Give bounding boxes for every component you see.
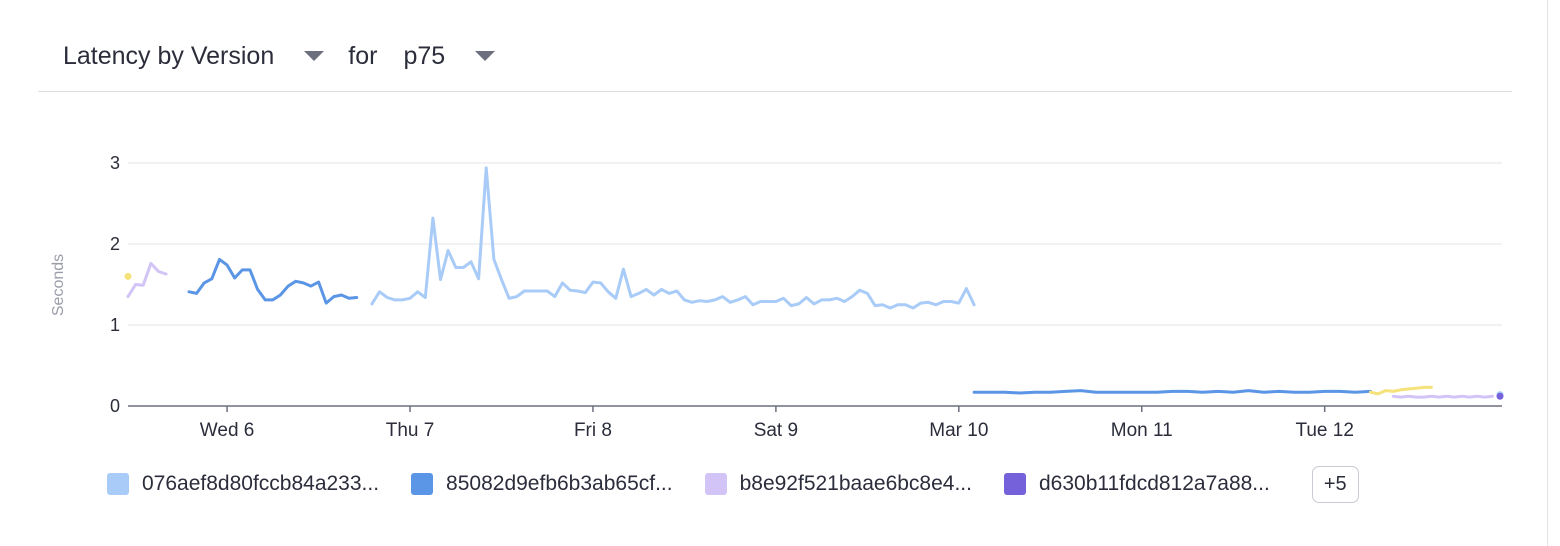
legend-swatch [1003,473,1026,495]
legend-item-series-3[interactable]: b8e92f521baae6bc8e4... [704,472,972,496]
series-line [1391,394,1494,399]
series-line [370,166,976,310]
x-tick-label: Sat 9 [754,420,798,441]
header-divider [38,91,1512,92]
for-label: for [348,41,378,70]
series-line [126,261,168,299]
series-point [1496,392,1504,400]
x-tick-label: Mar 10 [929,420,988,441]
x-tick-label: Tue 12 [1295,420,1353,441]
x-axis: Wed 6 Thu 7 Fri 8 Sat 9 Mar 10 Mon 11 Tue 12 [128,405,1502,441]
legend-more-button[interactable]: +5 [1311,465,1359,503]
legend-label: 85082d9efb6b3ab65cf... [446,472,673,495]
series-line [1368,385,1433,396]
legend-item-series-4[interactable]: d630b11fdcd812a7a88... [1003,472,1270,496]
y-axis-label: Seconds [50,254,67,316]
series-lines [124,166,1504,400]
y-tick-label: 2 [110,234,120,254]
latency-line-chart: 0 1 2 3 Wed 6 Thu 7 Fri 8 Sat 9 Mar 10 Mon 11 Tue… [50,153,1504,441]
legend-label: 076aef8d80fccb84a233... [142,472,380,495]
y-tick-label: 3 [110,153,120,173]
percentile-dropdown-caret-icon[interactable] [475,51,496,61]
series-4 [1496,392,1504,400]
y-tick-label: 0 [110,396,120,416]
metric-dropdown-caret-icon[interactable] [304,51,325,61]
x-tick-label: Mon 11 [1111,420,1173,441]
series-line [972,389,1372,395]
legend-swatch [411,473,434,495]
series-line [187,257,359,305]
y-axis-ticks: 0 1 2 3 [110,153,120,416]
legend-label: b8e92f521baae6bc8e4... [739,472,972,495]
metric-selector-label[interactable]: Latency by Version [63,41,275,70]
panel-divider [1547,0,1548,546]
gridlines [128,162,1502,326]
y-tick-label: 1 [110,315,120,335]
x-tick-label: Wed 6 [200,420,255,441]
percentile-selector-label[interactable]: p75 [403,41,446,70]
series-3 [126,261,1494,399]
x-tick-label: Thu 7 [386,420,435,441]
legend-item-series-1[interactable]: 076aef8d80fccb84a233... [107,472,379,496]
series-point [124,272,132,280]
legend-item-series-2[interactable]: 85082d9efb6b3ab65cf... [411,472,673,496]
series-1 [370,166,1504,399]
chart-legend: 076aef8d80fccb84a233... 85082d9efb6b3ab6… [107,462,1359,506]
chart-header: Latency by Version for p75 [63,36,496,76]
series-5 [124,272,1433,396]
legend-swatch [107,473,129,495]
x-tick-label: Fri 8 [574,420,612,441]
series-2 [187,257,1372,395]
legend-swatch [704,473,727,495]
legend-label: d630b11fdcd812a7a88... [1038,472,1270,495]
